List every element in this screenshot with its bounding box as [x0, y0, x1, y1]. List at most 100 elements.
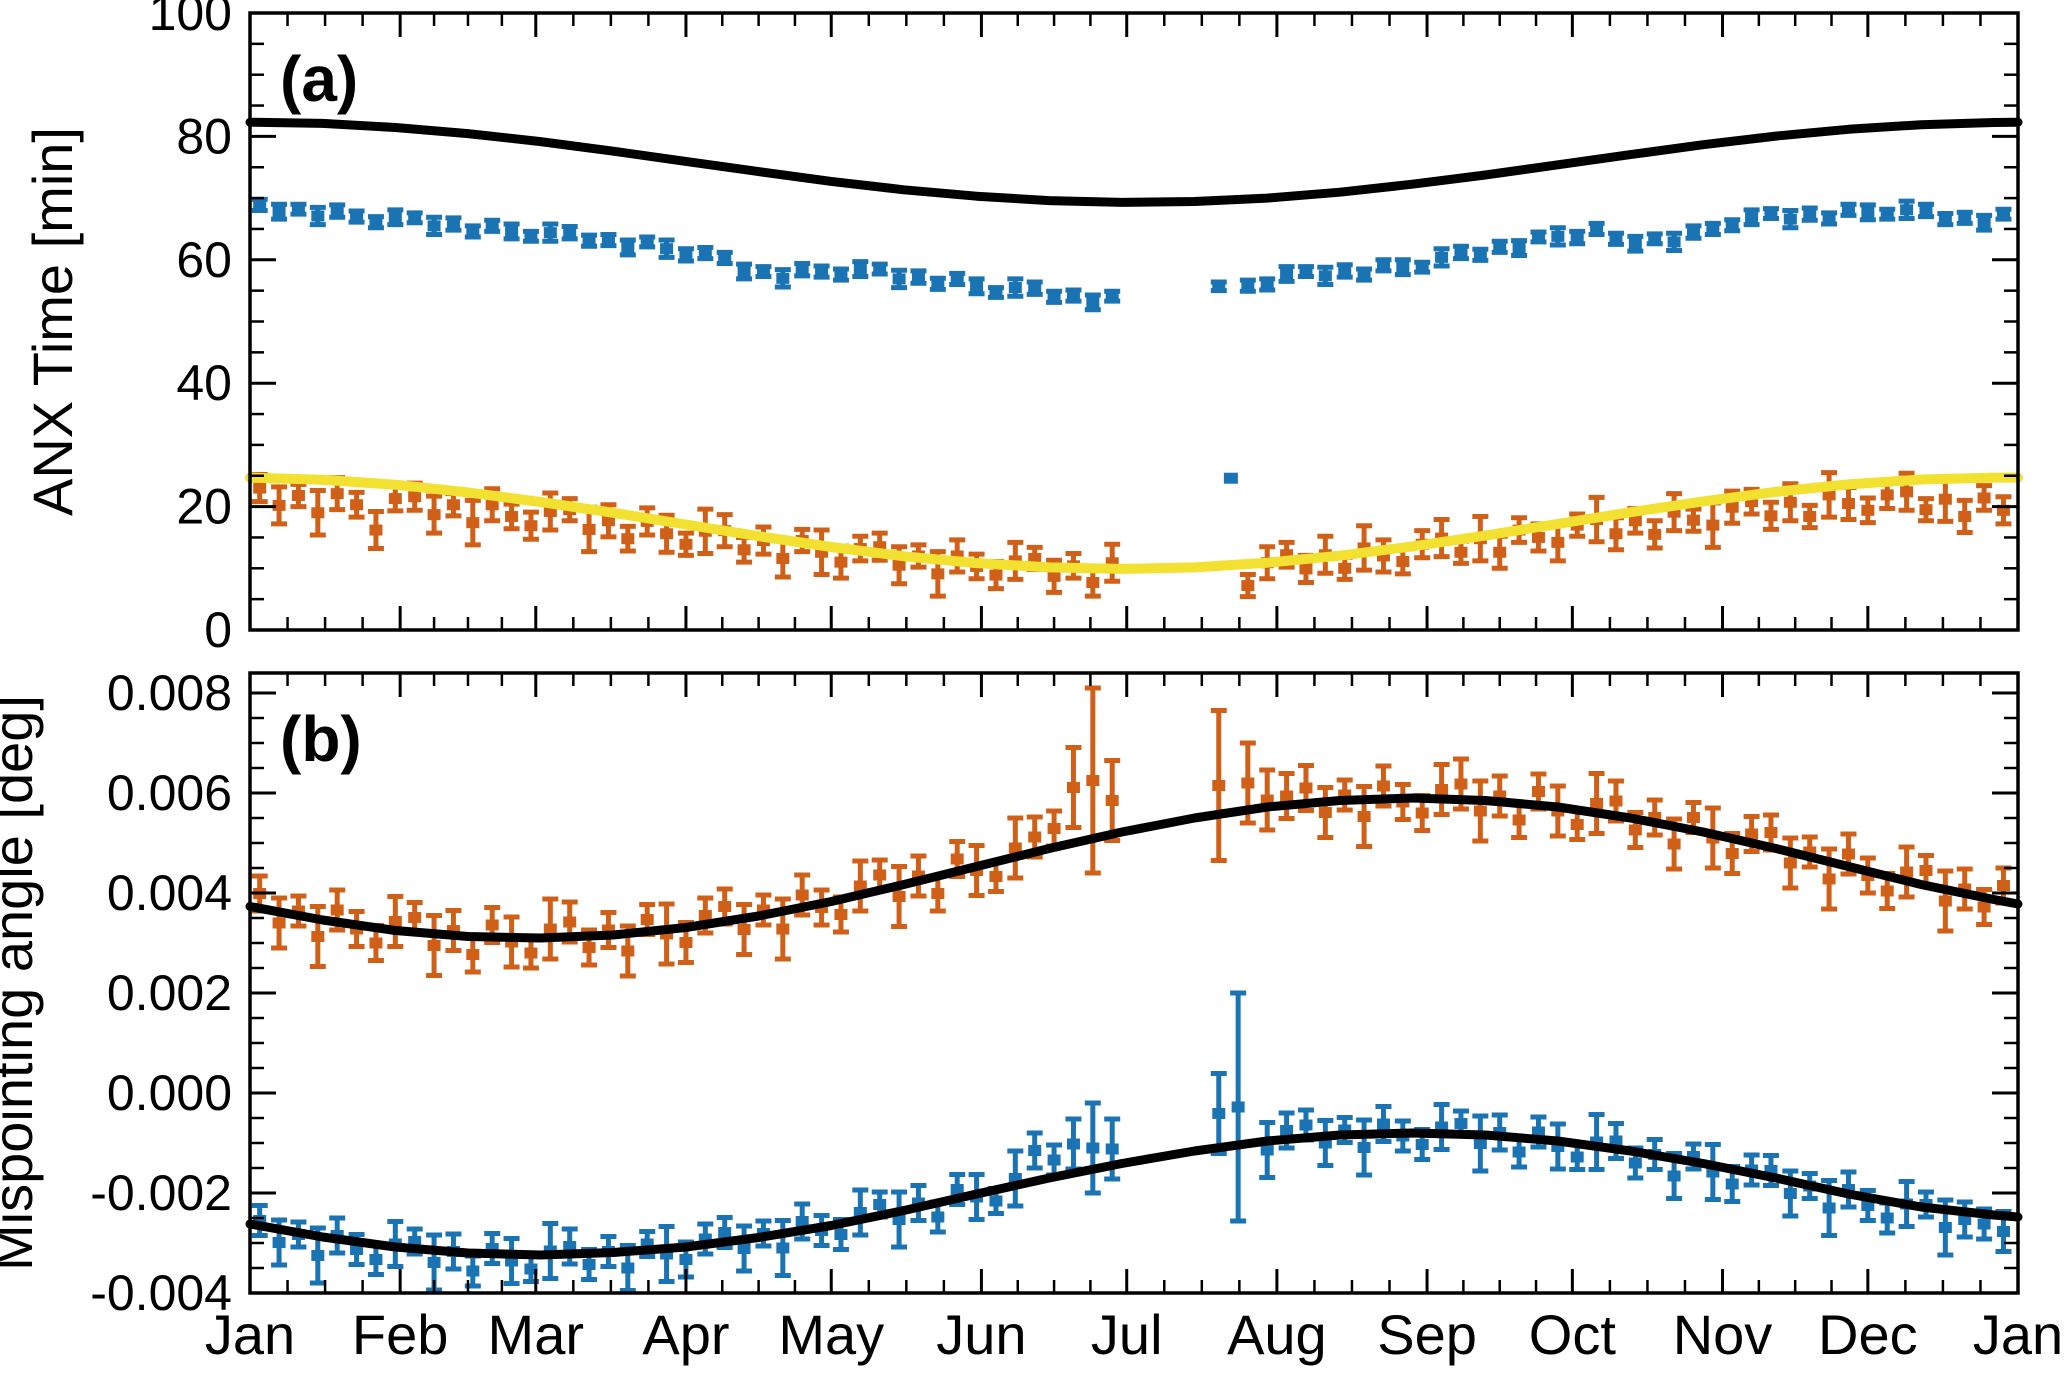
panel-b-ytick-labels: 0.008 0.006 0.004 0.002 0.000 -0.002 -0.004 [90, 665, 232, 1321]
data-point-marker [1338, 562, 1352, 574]
data-point-marker [1919, 504, 1933, 516]
data-point-marker [524, 1263, 538, 1275]
data-point-marker [931, 278, 945, 290]
data-point-marker [1066, 1138, 1080, 1150]
data-point-marker [1415, 1139, 1429, 1150]
data-point-marker [1686, 226, 1700, 238]
data-point-marker [1241, 280, 1255, 292]
data-point-marker [892, 891, 906, 902]
data-point-marker [1357, 269, 1371, 281]
data-point-marker [1725, 848, 1739, 859]
data-point-marker [1764, 510, 1778, 522]
data-point-marker [1628, 1157, 1642, 1169]
panel-b: 0.008 0.006 0.004 0.002 0.000 -0.002 -0.004 (b)… [0, 665, 2023, 1321]
data-point-marker [1570, 1151, 1584, 1163]
data-point-marker [543, 923, 557, 935]
data-point-marker [1105, 290, 1119, 302]
data-point-marker [369, 216, 383, 228]
data-point-marker [1609, 233, 1623, 245]
data-point-marker [1435, 251, 1449, 263]
data-point-marker [485, 499, 499, 511]
data-point-marker [1880, 885, 1894, 897]
data-point-marker [446, 925, 460, 936]
data-point-marker [1047, 1154, 1061, 1166]
data-point-marker [1996, 504, 2010, 516]
data-point-marker [1086, 576, 1100, 588]
data-point-marker [660, 1248, 674, 1260]
data-point-marker [350, 499, 364, 511]
data-point-marker [524, 947, 538, 959]
data-point-marker [1512, 814, 1526, 826]
data-point-marker [1376, 780, 1390, 792]
ytick-label: 0.004 [107, 865, 232, 921]
data-point-marker [1299, 266, 1313, 278]
data-point-marker [1008, 1173, 1022, 1184]
data-point-marker [369, 1254, 383, 1265]
data-point-marker [1531, 1126, 1545, 1138]
data-point-marker [350, 1244, 364, 1255]
data-point-marker [1454, 546, 1468, 558]
data-point-marker [1745, 496, 1759, 508]
data-point-marker [1435, 784, 1449, 795]
data-point-marker [834, 1229, 848, 1240]
data-point-marker [272, 917, 286, 929]
data-point-marker [1028, 1145, 1042, 1156]
data-point-marker [989, 569, 1003, 581]
data-point-marker [1764, 208, 1778, 220]
data-point-marker [1212, 780, 1226, 791]
data-point-marker [834, 909, 848, 920]
month-label: Sep [1377, 1303, 1477, 1366]
data-point-marker [1822, 1202, 1836, 1214]
data-point-marker [756, 904, 770, 916]
data-point-marker [1086, 296, 1100, 308]
data-point-marker [1338, 265, 1352, 277]
data-point-marker [1454, 778, 1468, 790]
data-point-marker [970, 280, 984, 292]
data-point-marker [1105, 1143, 1119, 1155]
data-point-marker [1241, 777, 1255, 789]
data-point-marker [446, 218, 460, 230]
data-point-marker [1280, 1125, 1294, 1136]
data-point-marker [408, 212, 422, 224]
data-point-marker [776, 552, 790, 564]
panel-b-frame [248, 671, 2020, 1295]
data-point-marker [485, 919, 499, 931]
data-point-marker [1570, 232, 1584, 244]
data-point-marker [1686, 812, 1700, 823]
data-point-marker [1376, 550, 1390, 562]
data-point-marker [272, 206, 286, 218]
data-point-marker [563, 227, 577, 239]
data-point-marker [1628, 515, 1642, 527]
data-point-marker [853, 1207, 867, 1218]
data-point-marker [1066, 290, 1080, 302]
data-point-marker [737, 266, 751, 278]
data-point-marker [1028, 282, 1042, 294]
data-point-marker [1212, 280, 1226, 292]
data-point-marker [1648, 528, 1662, 540]
ytick-label: 20 [176, 479, 232, 535]
data-point-marker [873, 541, 887, 553]
data-point-marker [1454, 1118, 1468, 1129]
ytick-label: 100 [149, 0, 232, 41]
data-point-marker [1086, 775, 1100, 786]
data-point-marker [601, 515, 615, 527]
data-point-marker [1338, 1124, 1352, 1136]
data-point-marker [1105, 557, 1119, 569]
data-point-marker [737, 1243, 751, 1254]
data-point-marker [1764, 1165, 1778, 1176]
data-point-marker [1880, 208, 1894, 220]
data-point-marker [1280, 790, 1294, 802]
data-point-marker [1706, 1166, 1720, 1178]
data-point-marker [1667, 838, 1681, 850]
data-point-marker [1667, 1170, 1681, 1182]
data-point-marker [776, 272, 790, 284]
data-point-marker [1919, 865, 1933, 876]
data-point-marker [1531, 231, 1545, 243]
data-point-marker [311, 931, 325, 942]
data-point-marker [931, 888, 945, 899]
data-point-marker [1764, 827, 1778, 838]
mispointing-model-lower-curve [245, 1128, 2023, 1260]
data-point-marker [1841, 204, 1855, 216]
data-point-marker [253, 199, 267, 211]
data-point-marker [369, 524, 383, 536]
